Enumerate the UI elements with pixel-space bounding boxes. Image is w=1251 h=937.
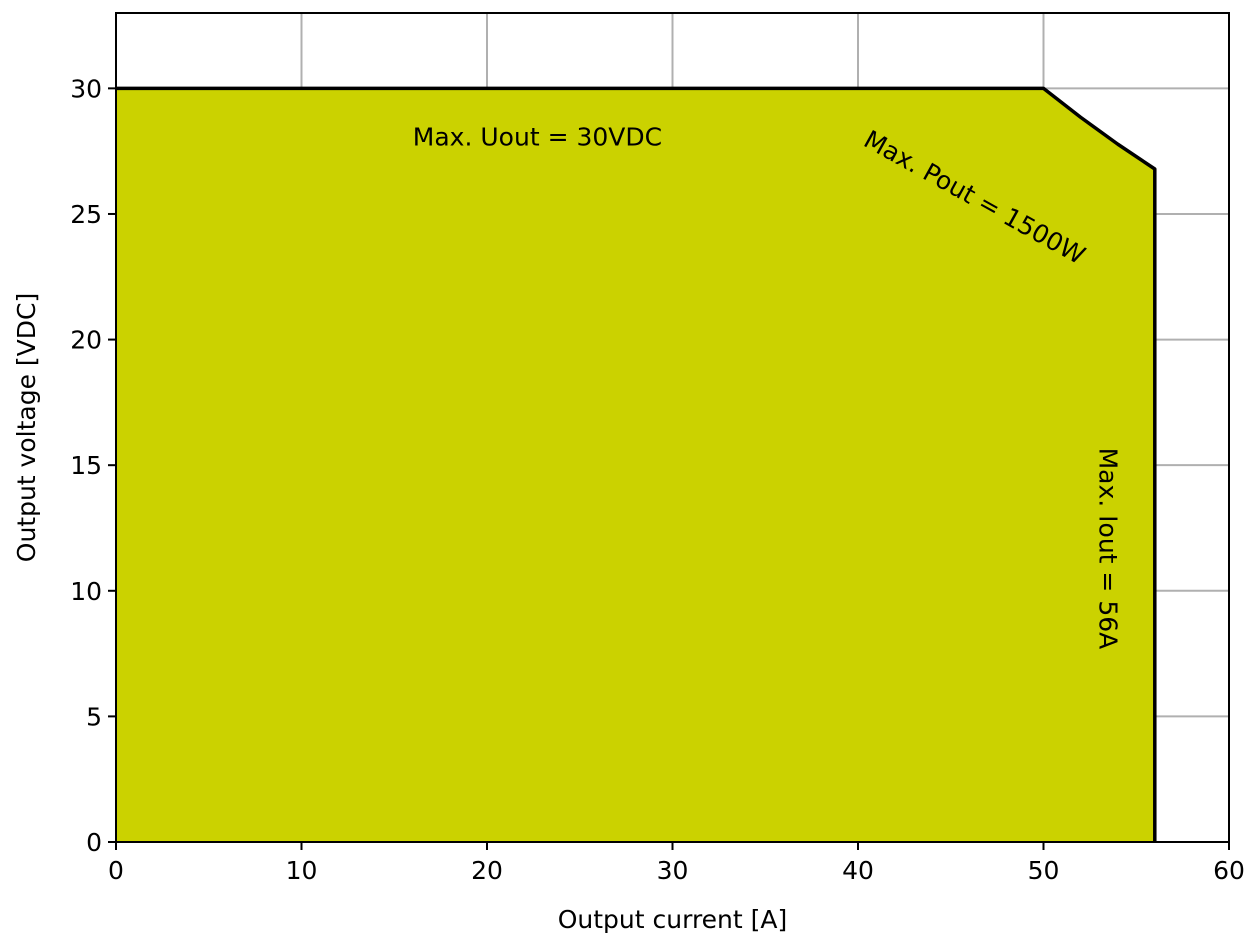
x-tick-label: 30: [657, 856, 689, 885]
operating-area: [116, 88, 1155, 842]
x-tick-label: 40: [842, 856, 874, 885]
x-axis-ticks: 0 10 20 30 40 50 60: [108, 842, 1245, 885]
y-tick-label: 5: [86, 702, 102, 731]
annotation-label: Max. Iout = 56A: [1094, 448, 1123, 650]
y-axis-label: Output voltage [VDC]: [12, 293, 41, 562]
x-axis-label: Output current [A]: [558, 905, 788, 934]
y-tick-label: 25: [70, 200, 102, 229]
y-tick-label: 20: [70, 326, 102, 355]
x-tick-label: 0: [108, 856, 124, 885]
annotation-label: Max. Uout = 30VDC: [413, 123, 662, 152]
x-tick-label: 50: [1028, 856, 1060, 885]
y-tick-label: 30: [70, 74, 102, 103]
y-tick-label: 10: [70, 577, 102, 606]
x-tick-label: 60: [1213, 856, 1245, 885]
y-tick-label: 0: [86, 828, 102, 857]
x-tick-label: 20: [471, 856, 503, 885]
y-axis-ticks: 0 5 10 15 20 25 30: [70, 74, 116, 857]
operating-limit-line: [116, 86, 1157, 842]
x-tick-label: 10: [286, 856, 318, 885]
y-tick-label: 15: [70, 451, 102, 480]
